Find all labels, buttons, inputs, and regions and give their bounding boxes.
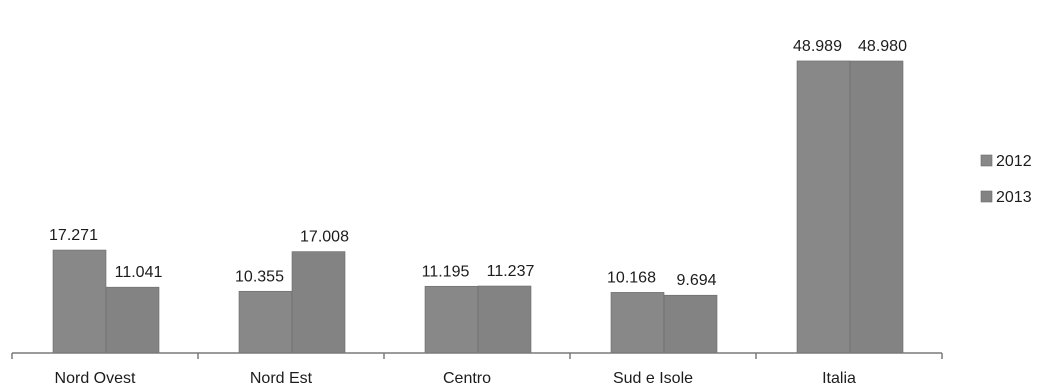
value-label: 17.008 — [300, 229, 349, 246]
bar-2013-nord-ovest — [105, 286, 160, 354]
value-label: 10.355 — [235, 268, 284, 285]
category-labels-layer: Nord Ovest Nord Est Centro Sud e Isole Itali… — [55, 370, 856, 387]
value-label: 11.041 — [115, 264, 163, 281]
legend-swatch-2012 — [980, 154, 993, 167]
category-label: Sud e Isole — [613, 370, 693, 387]
value-label: 11.195 — [422, 263, 470, 280]
value-label: 48.989 — [793, 38, 842, 55]
bar-2013-italia — [849, 60, 904, 354]
legend-swatch-2013 — [980, 190, 993, 203]
value-label: 11.237 — [487, 263, 535, 280]
legend-label: 2013 — [996, 189, 1032, 206]
value-label: 10.168 — [607, 269, 656, 286]
bars-layer — [52, 60, 904, 354]
x-axis-ticks — [11, 353, 943, 359]
bar-2013-sud-e-isole — [663, 294, 718, 354]
category-label: Centro — [443, 370, 491, 387]
category-label: Nord Est — [250, 370, 313, 387]
bar-2012-centro — [424, 285, 479, 354]
value-label: 9.694 — [676, 272, 716, 289]
bar-2012-nord-ovest — [52, 249, 107, 354]
value-label: 48.980 — [858, 38, 907, 55]
bar-2012-italia — [796, 60, 851, 354]
bar-2012-sud-e-isole — [610, 292, 665, 354]
value-labels-layer: 17.271 11.041 10.355 17.008 11.195 11.237 10.1… — [49, 38, 907, 289]
bar-2012-nord-est — [238, 290, 293, 354]
legend: 2012 2013 — [980, 153, 1032, 206]
value-label: 17.271 — [49, 227, 98, 244]
bar-2013-centro — [477, 285, 532, 354]
category-label: Nord Ovest — [55, 370, 136, 387]
category-label: Italia — [822, 370, 856, 387]
legend-label: 2012 — [996, 153, 1032, 170]
bar-2013-nord-est — [291, 251, 346, 354]
